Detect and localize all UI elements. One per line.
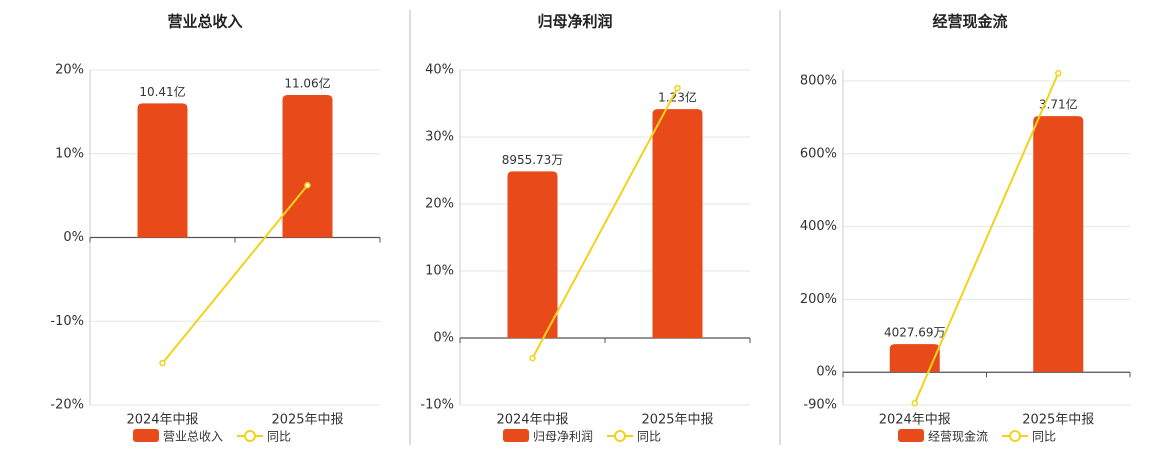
line-point — [304, 181, 311, 189]
bar — [507, 171, 558, 338]
y-tick-label: 40% — [425, 63, 454, 78]
legend-swatch — [503, 429, 529, 442]
data-label: 1.23亿 — [658, 90, 697, 105]
chart-title: 营业总收入 — [167, 13, 242, 31]
line-point — [674, 84, 681, 92]
x-tick-label: 2024年中报 — [496, 413, 568, 428]
legend-swatch — [614, 430, 627, 442]
legend-label: 经营现金流 — [928, 429, 988, 444]
line — [913, 72, 1060, 404]
line — [161, 184, 309, 364]
bar — [137, 103, 188, 238]
line-point — [1055, 70, 1062, 77]
x-tick-label: 2025年中报 — [1022, 413, 1094, 428]
legend-label: 归母净利润 — [533, 430, 593, 444]
y-tick-label: 800% — [800, 73, 837, 88]
line-point — [529, 354, 536, 362]
legend-swatch — [244, 430, 257, 442]
data-label: 4027.69万 — [884, 326, 946, 340]
legend-swatch — [1009, 430, 1022, 442]
chart-title: 归母净利润 — [537, 13, 612, 31]
legend-label: 同比 — [1032, 430, 1056, 444]
x-tick-label: 2024年中报 — [126, 413, 198, 428]
y-tick-label: 0% — [63, 230, 84, 245]
x-tick-label: 2025年中报 — [641, 413, 713, 428]
data-label: 11.06亿 — [284, 75, 330, 90]
y-tick-label: 400% — [800, 219, 837, 234]
bar — [282, 94, 333, 238]
y-tick-label: 0% — [433, 331, 454, 346]
legend-swatch — [898, 429, 924, 442]
y-tick-label: -20% — [50, 398, 84, 413]
y-tick-label: 0% — [816, 365, 837, 380]
y-tick-label: 20% — [425, 197, 454, 212]
legend-label: 营业总收入 — [163, 430, 223, 444]
y-tick-label: 30% — [425, 130, 454, 145]
data-label: 8955.73万 — [502, 153, 564, 167]
y-tick-label: -10% — [50, 314, 84, 329]
y-tick-label: 600% — [800, 146, 837, 161]
line — [531, 87, 679, 359]
legend-label: 同比 — [267, 430, 291, 444]
bar — [652, 109, 703, 338]
legend-swatch — [133, 429, 159, 442]
y-tick-label: 10% — [55, 146, 84, 161]
data-label: 10.41亿 — [139, 84, 185, 99]
bar — [1033, 116, 1084, 372]
y-tick-label: -90% — [803, 398, 837, 413]
y-tick-label: -10% — [420, 398, 454, 413]
bar — [889, 344, 940, 372]
line-point — [911, 399, 918, 407]
x-tick-label: 2025年中报 — [271, 413, 343, 428]
y-tick-label: 200% — [800, 292, 837, 307]
data-label: 3.71亿 — [1039, 97, 1078, 112]
legend-label: 同比 — [637, 430, 661, 444]
line-point — [159, 359, 166, 367]
chart-title: 经营现金流 — [932, 13, 1007, 31]
x-tick-label: 2024年中报 — [879, 413, 951, 428]
y-tick-label: 20% — [55, 63, 84, 78]
y-tick-label: 10% — [425, 264, 454, 279]
